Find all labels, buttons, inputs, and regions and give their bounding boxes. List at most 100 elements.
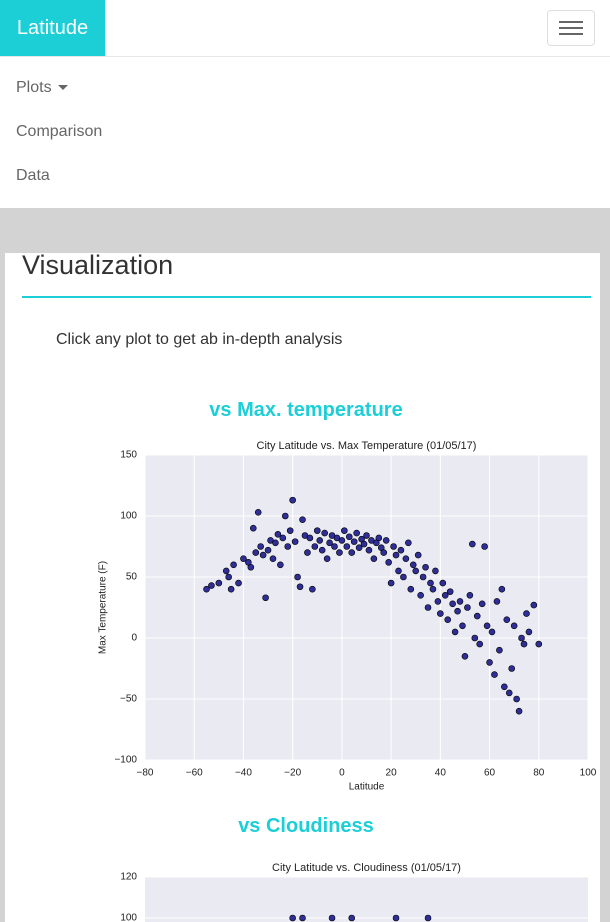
data-point	[505, 689, 513, 697]
menu-item[interactable]: Plots	[16, 79, 68, 97]
data-point	[493, 598, 501, 605]
data-point	[483, 622, 491, 630]
data-point	[424, 914, 432, 922]
x-tick-label: −40	[235, 768, 252, 779]
data-point	[491, 671, 498, 678]
menu-label: Plots	[16, 79, 52, 96]
data-point	[446, 588, 454, 595]
data-point	[471, 634, 479, 642]
x-axis-label: Latitude	[349, 782, 385, 793]
menu-toggle[interactable]	[547, 10, 595, 46]
data-point	[277, 561, 284, 569]
y-axis-label: Max Temperature (F)	[98, 561, 109, 654]
data-point	[208, 582, 215, 589]
data-point	[247, 563, 255, 571]
menu-item[interactable]: Data	[16, 167, 50, 184]
data-point	[350, 538, 358, 545]
data-point	[269, 555, 277, 563]
data-point	[360, 540, 368, 548]
data-point	[441, 591, 449, 599]
data-point	[235, 579, 242, 587]
plot-area	[145, 877, 588, 922]
data-point	[353, 529, 360, 537]
data-point	[422, 563, 429, 571]
data-point	[328, 914, 336, 922]
data-point	[304, 549, 311, 556]
data-point	[259, 551, 267, 559]
data-point	[294, 573, 301, 581]
data-point	[321, 529, 328, 537]
data-point	[306, 534, 314, 542]
data-point	[215, 579, 223, 587]
data-point	[272, 539, 279, 547]
data-point	[370, 555, 378, 563]
data-point	[331, 543, 338, 550]
divider	[0, 56, 610, 57]
x-tick-label: −80	[137, 768, 154, 779]
data-point	[451, 628, 459, 636]
x-tick-label: 80	[533, 768, 545, 779]
divider	[22, 296, 591, 298]
data-point	[336, 549, 343, 556]
data-point	[424, 604, 432, 611]
intro-text: Click any plot to get ab in-depth analys…	[56, 331, 343, 348]
data-point	[488, 628, 496, 636]
data-point	[345, 533, 353, 541]
data-point	[407, 585, 415, 593]
chart-title: City Latitude vs. Cloudiness (01/05/17)	[272, 862, 461, 874]
data-point	[375, 534, 383, 542]
data-point	[535, 640, 543, 648]
data-point	[503, 616, 511, 624]
data-point	[525, 628, 533, 636]
data-point	[412, 567, 420, 575]
data-point	[348, 549, 356, 556]
data-point	[240, 555, 247, 563]
navbar: Latitude Plots Comparison Data	[0, 0, 610, 208]
y-tick-label: 120	[120, 872, 137, 883]
data-point	[520, 640, 528, 648]
x-tick-label: 100	[580, 768, 597, 779]
brand[interactable]: Latitude	[0, 0, 105, 56]
data-point	[385, 559, 392, 566]
data-point	[486, 659, 493, 666]
data-point	[395, 567, 402, 575]
x-tick-label: 20	[386, 768, 398, 779]
data-point	[254, 509, 262, 516]
data-point	[523, 610, 530, 617]
data-point	[313, 527, 321, 534]
data-point	[289, 914, 296, 922]
data-point	[454, 607, 461, 615]
data-point	[397, 546, 405, 554]
y-tick-label: 0	[131, 633, 137, 644]
data-point	[227, 585, 235, 593]
data-point	[513, 695, 520, 703]
data-point	[326, 539, 333, 547]
data-point	[496, 646, 503, 654]
data-point	[498, 585, 506, 593]
y-tick-label: −100	[114, 755, 137, 766]
data-point	[409, 561, 417, 569]
data-point	[318, 546, 326, 554]
data-point	[363, 532, 370, 539]
y-tick-label: 50	[126, 572, 138, 583]
data-point	[279, 534, 287, 542]
data-point	[341, 527, 348, 534]
data-point	[365, 546, 373, 554]
data-point	[355, 544, 363, 552]
menu-item[interactable]: Comparison	[16, 123, 103, 140]
chart-title: City Latitude vs. Max Temperature (01/05…	[257, 440, 477, 452]
data-point	[508, 665, 516, 672]
data-point	[286, 527, 294, 534]
data-point	[464, 604, 471, 611]
data-point	[432, 567, 439, 575]
data-point	[473, 612, 481, 620]
data-point	[456, 598, 464, 605]
data-point	[316, 537, 324, 544]
data-point	[466, 591, 474, 599]
data-point	[252, 549, 260, 556]
data-point	[437, 610, 444, 617]
section-heading: vs Max. temperature	[209, 399, 403, 421]
data-point	[257, 543, 264, 550]
